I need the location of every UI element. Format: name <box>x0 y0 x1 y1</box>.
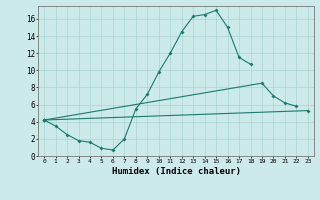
X-axis label: Humidex (Indice chaleur): Humidex (Indice chaleur) <box>111 167 241 176</box>
